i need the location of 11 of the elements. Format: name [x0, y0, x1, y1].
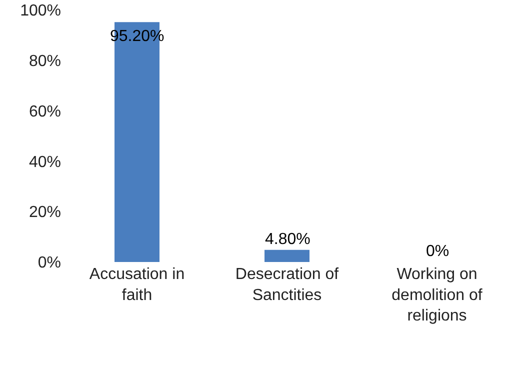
data-label: 4.80%	[265, 231, 310, 248]
y-tick-label: 100%	[20, 2, 61, 20]
y-tick-label: 60%	[28, 103, 61, 120]
x-tick-label: Working on demolition of religions	[392, 266, 483, 325]
y-tick-label: 20%	[28, 204, 61, 222]
y-tick-label: 0%	[38, 254, 61, 272]
y-tick-label: 80%	[28, 53, 61, 70]
x-tick-label: Desecration of Sanctities	[235, 266, 340, 304]
y-tick-label: 40%	[28, 154, 61, 171]
data-label: 0%	[426, 243, 450, 260]
x-tick-label: Accusation in faith	[89, 266, 185, 304]
